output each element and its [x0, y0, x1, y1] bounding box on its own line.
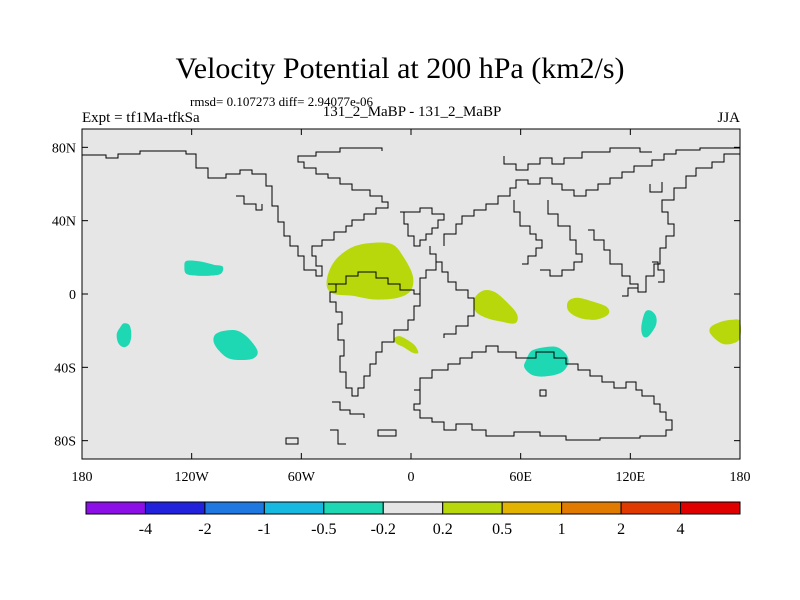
- colorbar-box: [442, 501, 503, 515]
- region-south-atlantic-high: [394, 336, 419, 354]
- colorbar-box: [85, 501, 146, 515]
- colorbar-boxes: [85, 501, 741, 515]
- colorbar-label: 2: [617, 521, 625, 538]
- chart-subtitle: 131_2_MaBP - 131_2_MaBP: [322, 104, 502, 120]
- x-tick-label: 180: [72, 470, 93, 485]
- region-east-indian-high: [566, 297, 610, 320]
- colorbar-label: 0.2: [433, 521, 453, 538]
- region-south-pacific-low: [116, 323, 132, 348]
- season-label: JJA: [717, 110, 740, 126]
- map-background: [82, 129, 740, 459]
- colorbar-label: -2: [198, 521, 211, 538]
- colorbar-label: -0.5: [311, 521, 336, 538]
- x-tick-label: 180: [730, 470, 751, 485]
- region-central-pacific-low: [184, 260, 224, 276]
- x-tick-label: 0: [408, 470, 415, 485]
- experiment-label: Expt = tf1Ma-tfkSa: [82, 110, 200, 126]
- coastlines: [82, 147, 740, 445]
- colorbar-labels: -4 -2 -1 -0.5 -0.2 0.2 0.5 1 2 4: [139, 521, 685, 538]
- region-southeast-pacific-low: [213, 329, 258, 360]
- chart-title: Velocity Potential at 200 hPa (km2/s): [175, 52, 625, 85]
- colorbar-label: -1: [258, 521, 271, 538]
- colorbar-box: [263, 501, 325, 515]
- colorbar-box: [204, 501, 265, 515]
- colorbar-label: 0.5: [492, 521, 512, 538]
- colorbar-box: [144, 501, 206, 515]
- region-south-america-high: [326, 242, 414, 300]
- colorbar-box: [323, 501, 384, 515]
- colorbar-label: 4: [677, 521, 685, 538]
- colorbar-box: [561, 501, 622, 515]
- colorbar-box: [680, 501, 741, 515]
- x-tick-label: 60E: [509, 470, 532, 485]
- region-indian-ocean-low: [524, 346, 569, 377]
- x-tick-label: 120W: [175, 470, 210, 485]
- colorbar-box: [382, 501, 444, 515]
- x-tick-label: 60W: [288, 470, 316, 485]
- x-tick-label: 120E: [616, 470, 646, 485]
- y-tick-label: 80S: [54, 435, 76, 450]
- y-axis: 80N 40N 0 40S 80S: [52, 141, 740, 450]
- stats-label: rmsd= 0.107273 diff= 2.94077e-06: [190, 94, 374, 109]
- y-tick-label: 0: [69, 288, 76, 303]
- region-west-pacific-high: [709, 319, 741, 345]
- colorbar-box: [501, 501, 563, 515]
- colorbar-label: -4: [139, 521, 152, 538]
- y-tick-label: 40S: [54, 361, 76, 376]
- colorbar-label: 1: [558, 521, 566, 538]
- x-axis: 180 120W 60W 0 60E 120E 180: [72, 129, 751, 485]
- region-australia-low: [641, 310, 657, 338]
- colorbar-label: -0.2: [371, 521, 396, 538]
- y-tick-label: 80N: [52, 141, 76, 156]
- y-tick-label: 40N: [52, 215, 76, 230]
- region-africa-east-high: [473, 289, 518, 324]
- colorbar-box: [620, 501, 682, 515]
- contour-regions: [116, 242, 741, 377]
